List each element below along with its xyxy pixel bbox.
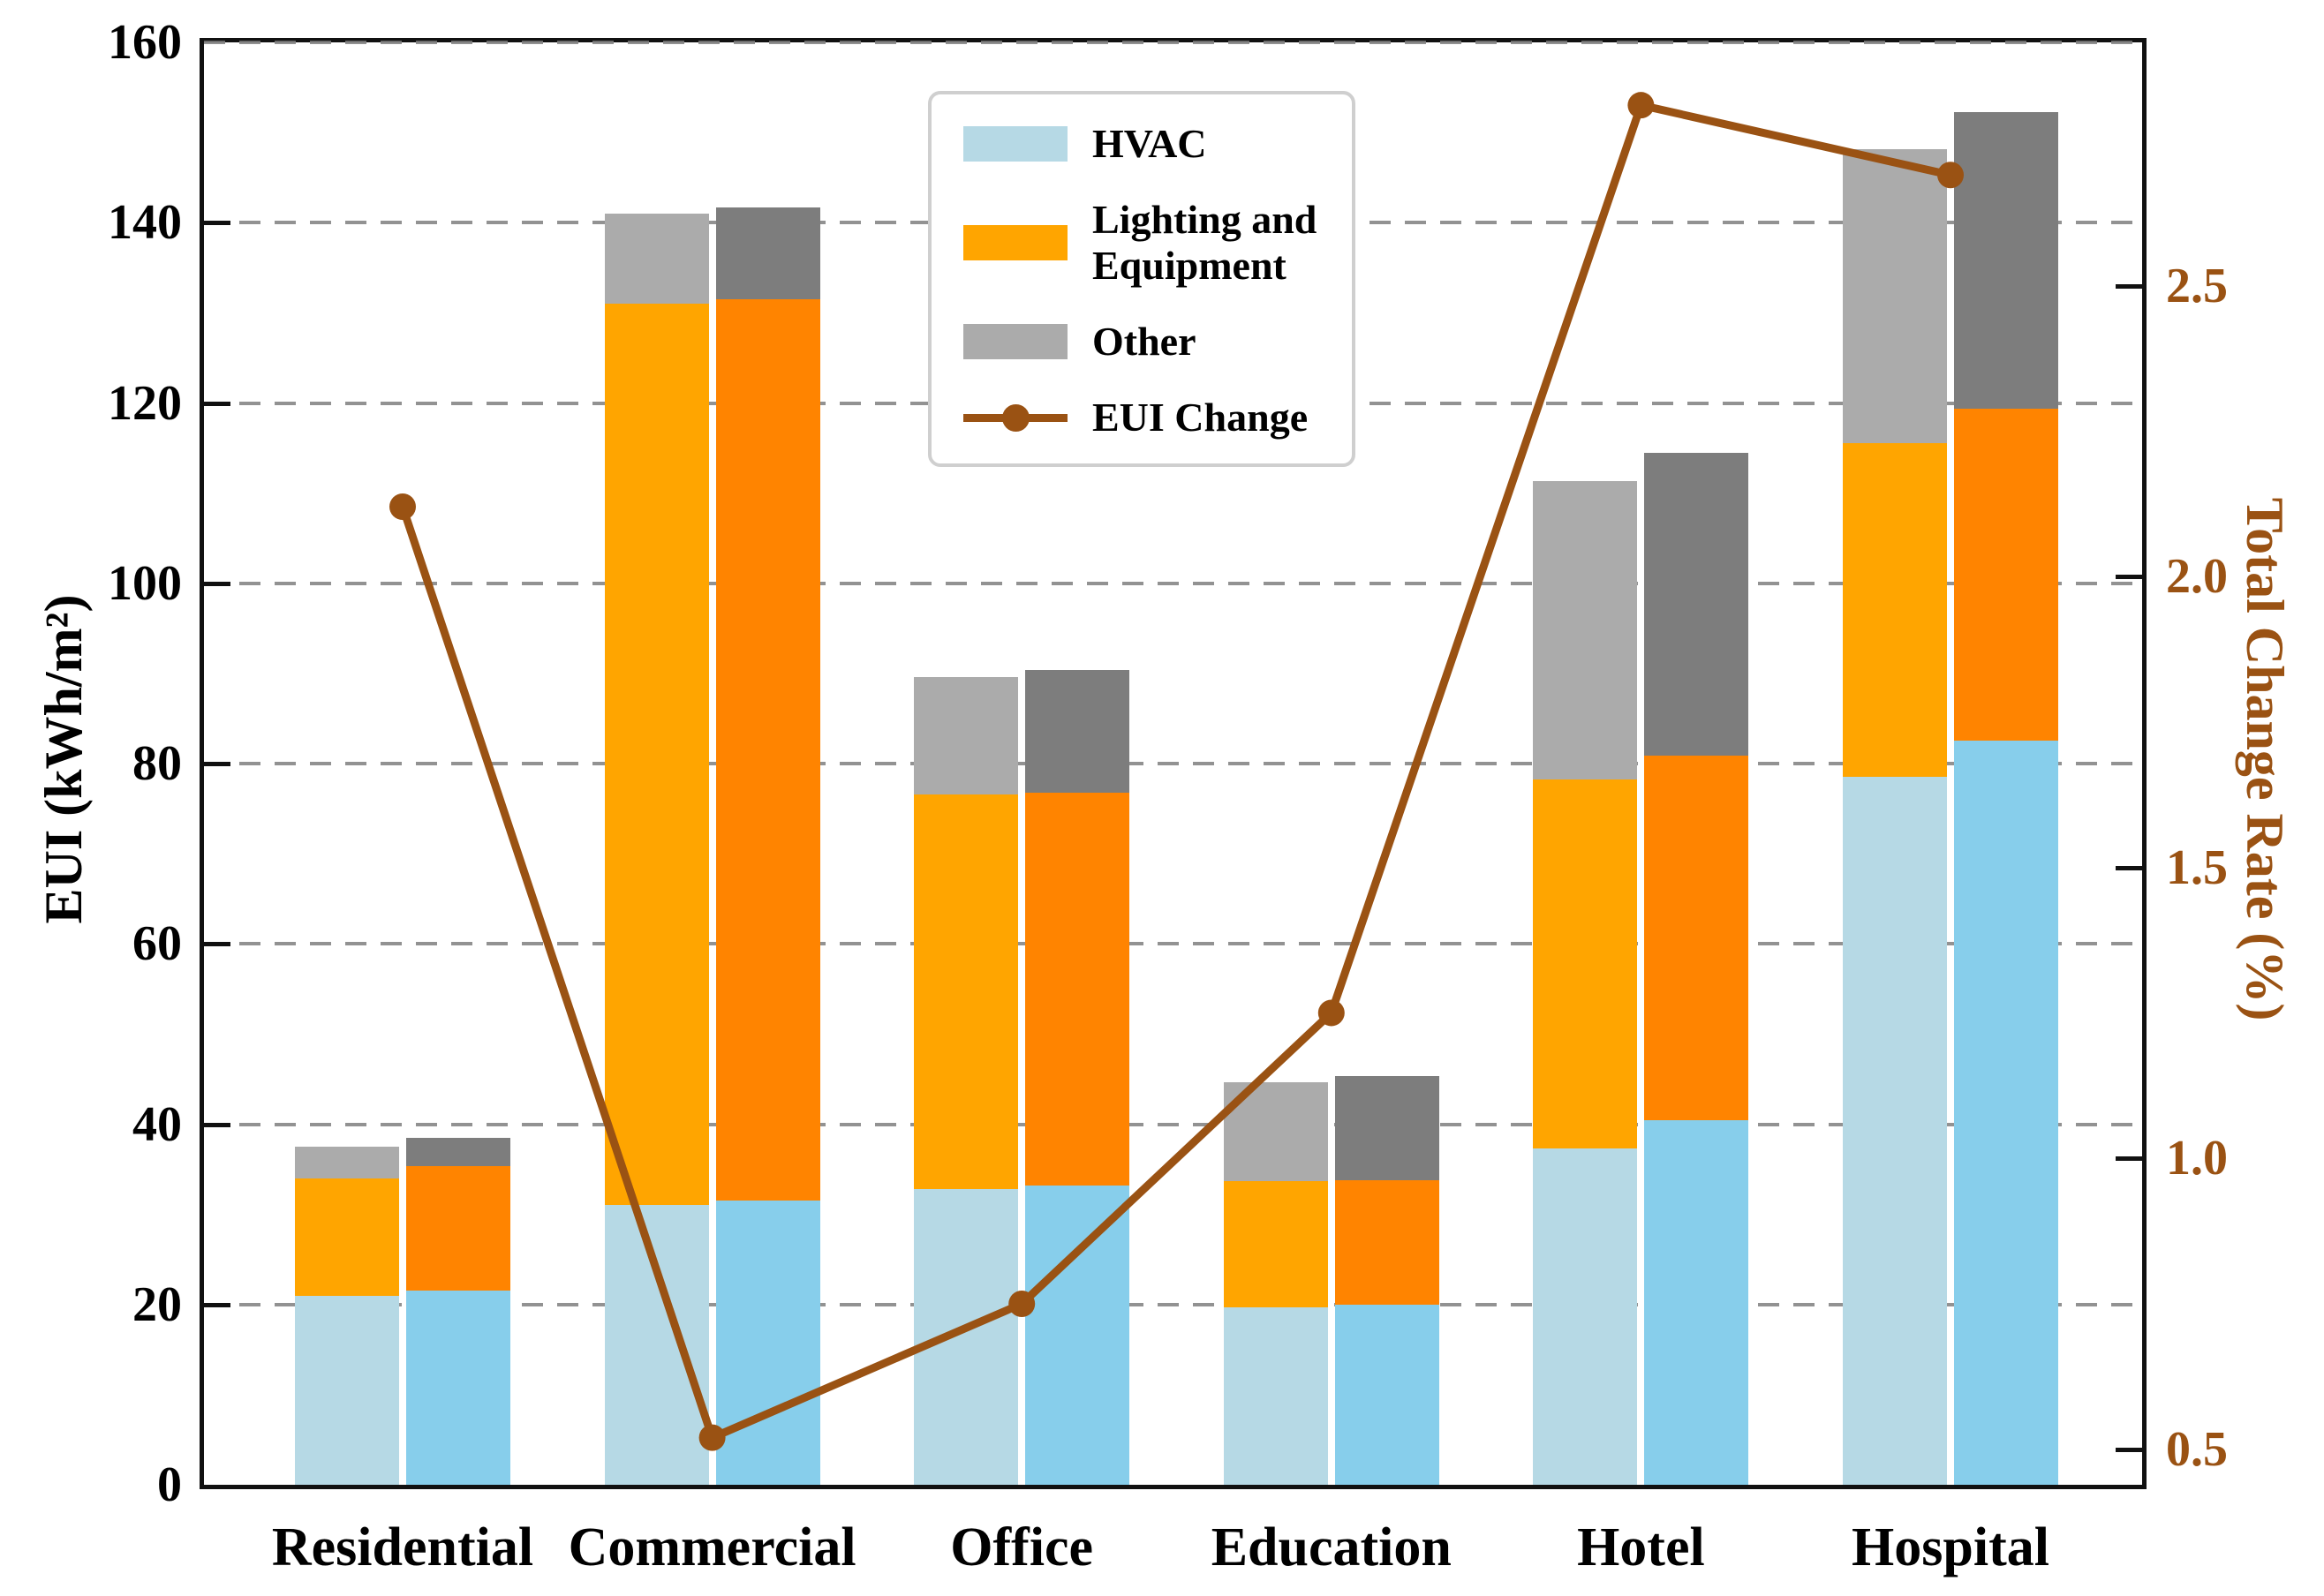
legend: HVAC Lighting and Equipment Other EUI Ch…: [928, 91, 1355, 467]
left-tick-label-120: 120: [108, 375, 182, 431]
lighting-swatch-icon: [963, 225, 1068, 260]
category-label-hospital: Hospital: [1852, 1517, 2049, 1577]
legend-item-eui-change: EUI Change: [963, 395, 1327, 440]
gridline-160: [204, 41, 2142, 44]
tick-mark: [204, 401, 230, 406]
legend-label-eui-change: EUI Change: [1092, 395, 1309, 440]
left-tick-label-60: 60: [132, 916, 182, 972]
tick-mark: [2116, 575, 2142, 580]
category-label-residential: Residential: [271, 1517, 534, 1577]
tick-mark: [2116, 865, 2142, 870]
right-tick-label-2.0: 2.0: [2166, 549, 2228, 605]
tick-mark: [2116, 283, 2142, 289]
left-bar-hvac-residential: [295, 1295, 399, 1485]
category-label-commercial: Commercial: [568, 1517, 856, 1577]
right-tick-label-1.5: 1.5: [2166, 839, 2228, 895]
right-tick-label-2.5: 2.5: [2166, 258, 2228, 313]
right-axis-title: Total Change Rate (%): [2236, 497, 2294, 1021]
right-bar-other-hospital: [1954, 111, 2058, 409]
tick-mark: [204, 581, 230, 586]
left-tick-label-80: 80: [132, 736, 182, 791]
eui-change-line-icon: [963, 400, 1068, 435]
tick-mark: [204, 1302, 230, 1307]
legend-label-other: Other: [1092, 319, 1196, 364]
left-tick-label-160: 160: [108, 15, 182, 70]
legend-label-hvac: HVAC: [1092, 121, 1207, 166]
tick-mark: [204, 762, 230, 766]
tickmarks-layer: [204, 42, 2142, 1485]
left-tick-label-140: 140: [108, 195, 182, 251]
tick-mark: [2116, 1156, 2142, 1162]
category-label-education: Education: [1211, 1517, 1452, 1577]
right-bar-lighting-and-equipment-hospital: [1954, 408, 2058, 742]
hvac-swatch-icon: [963, 126, 1068, 162]
tick-mark: [204, 942, 230, 947]
legend-item-lighting: Lighting and Equipment: [963, 197, 1327, 289]
left-tick-label-100: 100: [108, 555, 182, 611]
left-bar-other-residential: [295, 1147, 399, 1178]
legend-label-lighting: Lighting and Equipment: [1092, 197, 1317, 288]
right-tick-label-0.5: 0.5: [2166, 1421, 2228, 1477]
legend-item-hvac: HVAC: [963, 121, 1327, 167]
tick-mark: [204, 1122, 230, 1127]
right-bar-hvac-hospital: [1954, 741, 2058, 1485]
tick-mark: [2116, 1447, 2142, 1452]
legend-item-other: Other: [963, 319, 1327, 365]
left-bar-lighting-and-equipment-residential: [295, 1178, 399, 1296]
other-swatch-icon: [963, 324, 1068, 359]
left-tick-label-0: 0: [157, 1457, 182, 1512]
tick-mark: [204, 221, 230, 226]
right-tick-label-1.0: 1.0: [2166, 1131, 2228, 1186]
left-axis-title: EUI (kWh/m²): [34, 594, 93, 924]
category-label-hotel: Hotel: [1577, 1517, 1705, 1577]
category-label-office: Office: [950, 1517, 1094, 1577]
left-tick-label-40: 40: [132, 1096, 182, 1152]
left-tick-label-20: 20: [132, 1276, 182, 1332]
